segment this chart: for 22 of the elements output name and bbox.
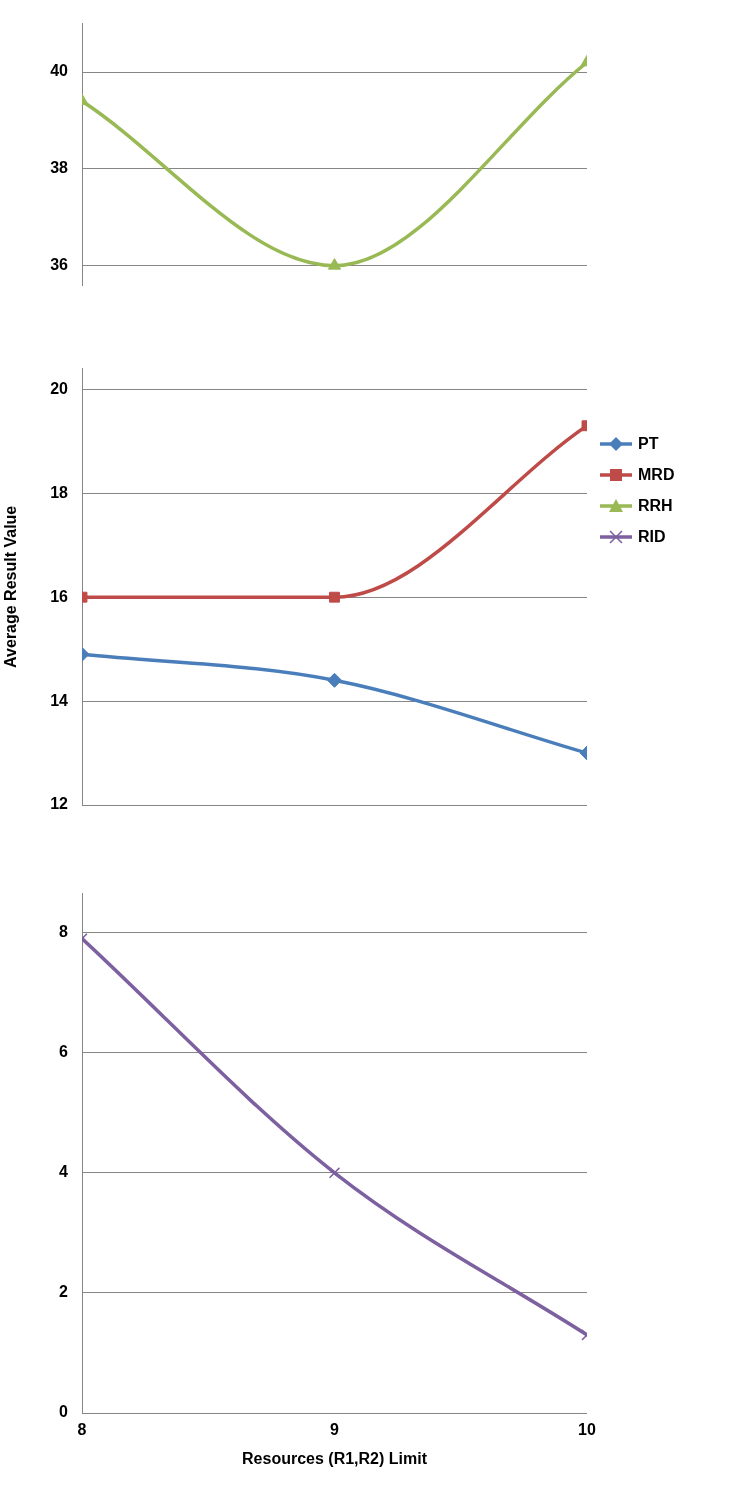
- y-axis-title: Average Result Value: [2, 505, 20, 668]
- x-axis-title: Resources (R1,R2) Limit: [242, 1449, 428, 1467]
- x-tick-label: 8: [77, 1421, 87, 1439]
- y-tick-label: 16: [50, 587, 69, 605]
- x-tick-label: 10: [578, 1421, 596, 1439]
- y-tick-label: 40: [50, 62, 69, 80]
- y-tick-label: 4: [59, 1163, 69, 1181]
- y-tick-label: 12: [50, 795, 69, 813]
- legend-label: PT: [638, 434, 659, 453]
- y-tick-label: 6: [59, 1043, 69, 1061]
- y-tick-label: 14: [50, 691, 69, 709]
- y-tick-label: 38: [50, 159, 69, 177]
- legend-label: RRH: [638, 496, 673, 515]
- x-tick-label: 9: [330, 1421, 340, 1439]
- y-tick-label: 8: [59, 923, 69, 941]
- legend-label: RID: [638, 527, 666, 546]
- legend-label: MRD: [638, 465, 675, 484]
- y-tick-label: 20: [50, 379, 69, 397]
- y-tick-label: 18: [50, 483, 69, 501]
- y-tick-label: 0: [59, 1403, 69, 1421]
- y-tick-label: 36: [50, 256, 69, 274]
- y-tick-label: 2: [59, 1283, 69, 1301]
